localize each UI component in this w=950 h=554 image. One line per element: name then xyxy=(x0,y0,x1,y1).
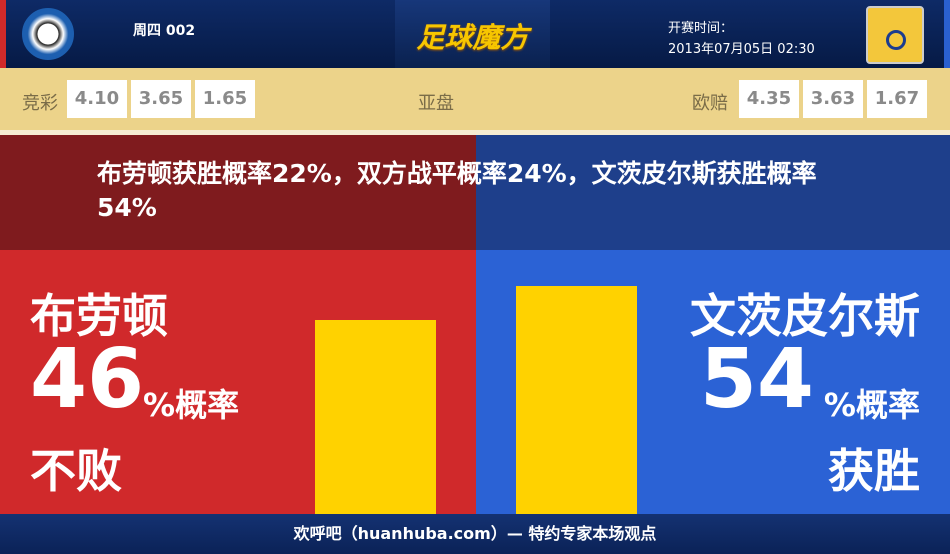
home-panel: 布劳顿 46 %概率 不败 xyxy=(0,250,476,514)
summary-bg-away xyxy=(476,135,950,250)
home-team-name: 布劳顿 xyxy=(30,289,168,343)
footer: 欢呼吧（huanhuba.com）— 特约专家本场观点 xyxy=(0,514,950,554)
home-probability-bar xyxy=(315,319,436,514)
probability-summary: 布劳顿获胜概率22%，双方战平概率24%，文茨皮尔斯获胜概率54% xyxy=(97,159,817,222)
away-team-name: 文茨皮尔斯 xyxy=(690,289,920,343)
home-team-crest-icon xyxy=(22,8,74,60)
jingcai-odds-win: 4.10 xyxy=(67,80,127,118)
jingcai-odds-loss: 1.65 xyxy=(195,80,255,118)
home-percent: 46 xyxy=(30,332,145,427)
summary-bg-home xyxy=(0,135,476,250)
euro-odds-label: 欧赔 xyxy=(692,93,728,114)
kickoff-label: 开赛时间： xyxy=(668,21,734,36)
away-percent: 54 xyxy=(699,332,814,427)
home-outcome: 不败 xyxy=(30,444,122,498)
asian-handicap-label: 亚盘 xyxy=(418,93,454,114)
jingcai-odds-draw: 3.65 xyxy=(131,80,191,118)
odds-bar: 竞彩 4.10 3.65 1.65 亚盘 欧赔 4.35 3.63 1.67 xyxy=(0,68,950,130)
away-panel: 文茨皮尔斯 %概率 54 获胜 xyxy=(476,250,950,514)
euro-odds-win: 4.35 xyxy=(739,80,799,118)
home-percent-suffix: %概率 xyxy=(143,386,240,424)
logo: 足球魔方 xyxy=(395,0,550,68)
away-outcome: 获胜 xyxy=(828,444,920,498)
jingcai-label: 竞彩 xyxy=(22,93,58,114)
match-number: 周四 002 xyxy=(133,23,196,39)
away-team-crest-icon xyxy=(866,6,924,64)
divider xyxy=(0,130,950,135)
euro-odds-loss: 1.67 xyxy=(867,80,927,118)
kickoff-time: 2013年07月05日 02:30 xyxy=(668,42,815,57)
away-percent-suffix: %概率 xyxy=(823,386,920,424)
away-probability-bar xyxy=(516,286,637,514)
logo-text: 足球魔方 xyxy=(416,21,529,54)
crest-ball-icon xyxy=(886,30,906,50)
euro-odds-draw: 3.63 xyxy=(803,80,863,118)
